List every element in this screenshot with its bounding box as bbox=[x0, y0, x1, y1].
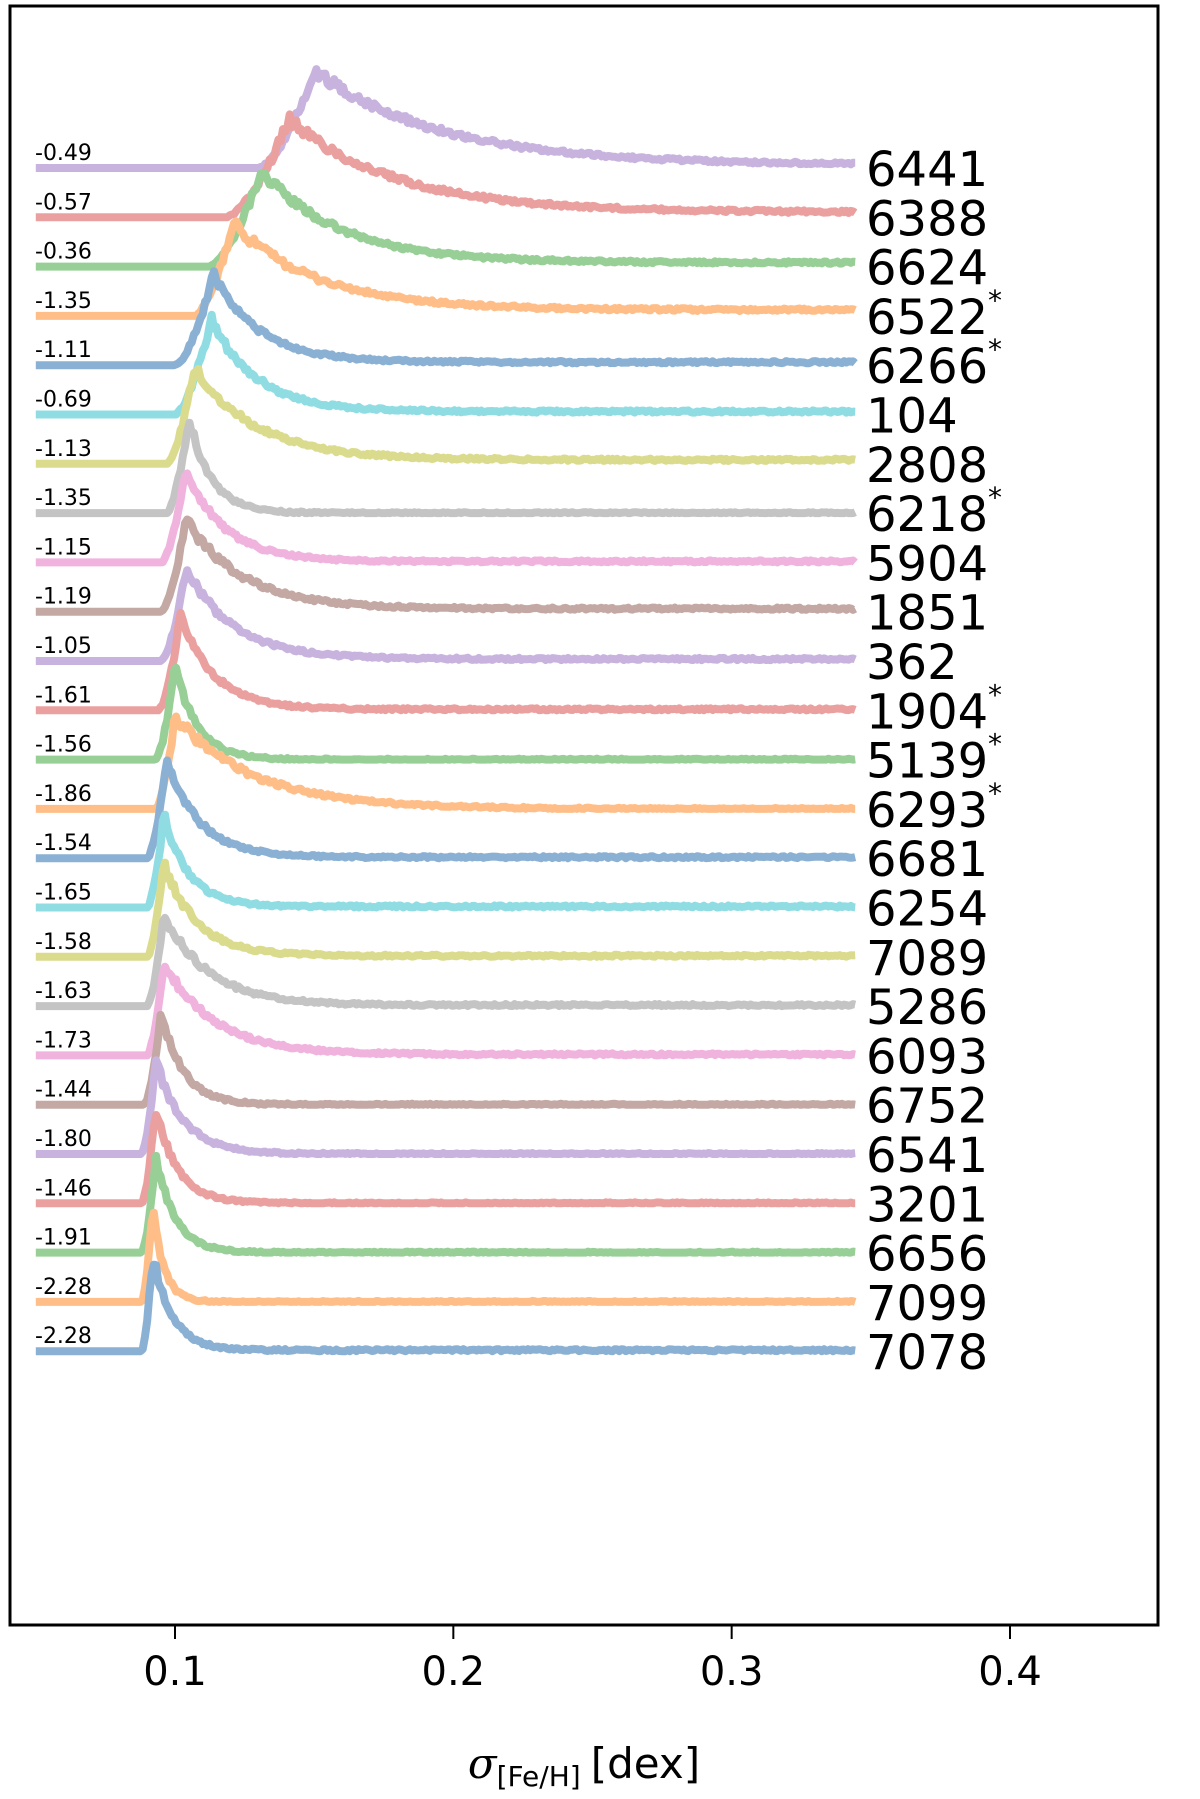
feh-label-6656: -1.91 bbox=[35, 1226, 92, 1251]
series-line-6681 bbox=[34, 756, 857, 863]
feh-label-7078: -2.28 bbox=[35, 1324, 92, 1349]
feh-label-6218: -1.35 bbox=[35, 486, 92, 511]
feh-label-104: -0.69 bbox=[35, 388, 92, 413]
feh-label-5904: -1.15 bbox=[35, 535, 92, 560]
series-line-7078 bbox=[34, 1260, 857, 1356]
feh-label-2808: -1.13 bbox=[35, 437, 92, 462]
feh-label-6254: -1.65 bbox=[35, 881, 92, 906]
feh-label-6522: -1.35 bbox=[35, 289, 92, 314]
cluster-label-1851: 1851 bbox=[866, 586, 988, 642]
cluster-label-1904: 1904 bbox=[866, 684, 988, 740]
series-layer bbox=[34, 65, 858, 1356]
cluster-label-5286: 5286 bbox=[866, 980, 988, 1036]
series-line-5139 bbox=[34, 663, 857, 764]
label-layer: -0.49 6441-0.57 6388-0.36 6624-1.35 6522 *-1.… bbox=[35, 141, 1002, 1381]
cluster-label-3201: 3201 bbox=[866, 1177, 988, 1233]
x-tick-label-0.3: 0.3 bbox=[700, 1649, 764, 1695]
series-line-1904 bbox=[34, 608, 857, 715]
x-axis-label-symbol: σ bbox=[468, 1739, 498, 1788]
cluster-label-6218: 6218 bbox=[866, 487, 988, 543]
cluster-label-7089: 7089 bbox=[866, 931, 988, 987]
cluster-label-362: 362 bbox=[866, 635, 958, 691]
cluster-label-6541: 6541 bbox=[866, 1128, 988, 1184]
series-line-6218 bbox=[34, 418, 857, 518]
cluster-label-6388: 6388 bbox=[866, 191, 988, 247]
cluster-label-6254: 6254 bbox=[866, 882, 988, 938]
x-tick-label-0.4: 0.4 bbox=[978, 1649, 1042, 1695]
series-line-5904 bbox=[34, 469, 858, 567]
x-tick-label-0.2: 0.2 bbox=[422, 1649, 486, 1695]
series-line-5286 bbox=[34, 913, 857, 1011]
series-line-104 bbox=[34, 310, 857, 419]
feh-label-5286: -1.63 bbox=[35, 979, 92, 1004]
plot-frame bbox=[8, 4, 1160, 1627]
feh-label-6266: -1.11 bbox=[35, 338, 92, 363]
flag-marker-6266: * bbox=[988, 333, 1002, 366]
series-line-6293 bbox=[34, 712, 857, 813]
series-line-6624 bbox=[34, 169, 857, 271]
series-line-6656 bbox=[34, 1151, 857, 1257]
feh-label-6093: -1.73 bbox=[35, 1028, 92, 1053]
feh-label-3201: -1.46 bbox=[35, 1176, 92, 1201]
feh-label-6681: -1.54 bbox=[35, 831, 92, 856]
flag-marker-6293: * bbox=[988, 777, 1002, 810]
feh-label-362: -1.05 bbox=[35, 634, 92, 659]
feh-label-7089: -1.58 bbox=[35, 930, 92, 955]
cluster-label-2808: 2808 bbox=[866, 438, 988, 494]
x-axis-label-subscript: [Fe/H] bbox=[497, 1760, 581, 1793]
series-line-2808 bbox=[34, 365, 857, 468]
cluster-label-6266: 6266 bbox=[866, 339, 988, 395]
series-line-1851 bbox=[34, 515, 857, 616]
flag-marker-1904: * bbox=[988, 678, 1002, 711]
series-line-6388 bbox=[34, 110, 858, 222]
cluster-label-7078: 7078 bbox=[866, 1325, 988, 1381]
series-line-6266 bbox=[34, 267, 858, 370]
cluster-label-6656: 6656 bbox=[866, 1227, 988, 1283]
series-line-3201 bbox=[34, 1111, 857, 1208]
feh-label-6388: -0.57 bbox=[35, 190, 92, 215]
cluster-label-7099: 7099 bbox=[866, 1276, 988, 1332]
cluster-label-6624: 6624 bbox=[866, 241, 988, 297]
series-line-6522 bbox=[34, 217, 857, 320]
feh-label-1904: -1.61 bbox=[35, 683, 92, 708]
x-axis-label: σ[Fe/H] [dex] bbox=[468, 1739, 700, 1793]
flag-marker-6218: * bbox=[988, 481, 1002, 514]
series-line-362 bbox=[34, 566, 857, 665]
feh-label-7099: -2.28 bbox=[35, 1275, 92, 1300]
feh-label-6624: -0.36 bbox=[35, 240, 92, 265]
cluster-label-6681: 6681 bbox=[866, 832, 988, 888]
feh-label-1851: -1.19 bbox=[35, 585, 92, 610]
feh-label-6441: -0.49 bbox=[35, 141, 92, 166]
feh-label-5139: -1.56 bbox=[35, 733, 92, 758]
cluster-label-6752: 6752 bbox=[866, 1079, 988, 1135]
cluster-label-104: 104 bbox=[866, 389, 958, 445]
series-line-7099 bbox=[34, 1208, 857, 1306]
flag-marker-6522: * bbox=[988, 284, 1002, 317]
feh-label-6752: -1.44 bbox=[35, 1078, 92, 1103]
cluster-label-6441: 6441 bbox=[866, 142, 988, 198]
series-line-7089 bbox=[34, 858, 857, 961]
series-line-6541 bbox=[34, 1056, 857, 1158]
x-tick-label-0.1: 0.1 bbox=[143, 1649, 207, 1695]
flag-marker-5139: * bbox=[988, 728, 1002, 761]
feh-label-6293: -1.86 bbox=[35, 782, 92, 807]
series-line-6093 bbox=[34, 962, 857, 1060]
x-axis: 0.1 0.2 0.3 0.4 bbox=[143, 1625, 1042, 1695]
cluster-label-6093: 6093 bbox=[866, 1029, 988, 1085]
cluster-label-6293: 6293 bbox=[866, 783, 988, 839]
cluster-label-5139: 5139 bbox=[866, 734, 988, 790]
x-axis-label-unit: [dex] bbox=[591, 1739, 700, 1788]
feh-label-6541: -1.80 bbox=[35, 1127, 92, 1152]
series-line-6254 bbox=[34, 810, 857, 912]
cluster-label-6522: 6522 bbox=[866, 290, 988, 346]
series-line-6441 bbox=[34, 65, 857, 172]
series-line-6752 bbox=[34, 1010, 857, 1109]
cluster-label-5904: 5904 bbox=[866, 536, 988, 592]
